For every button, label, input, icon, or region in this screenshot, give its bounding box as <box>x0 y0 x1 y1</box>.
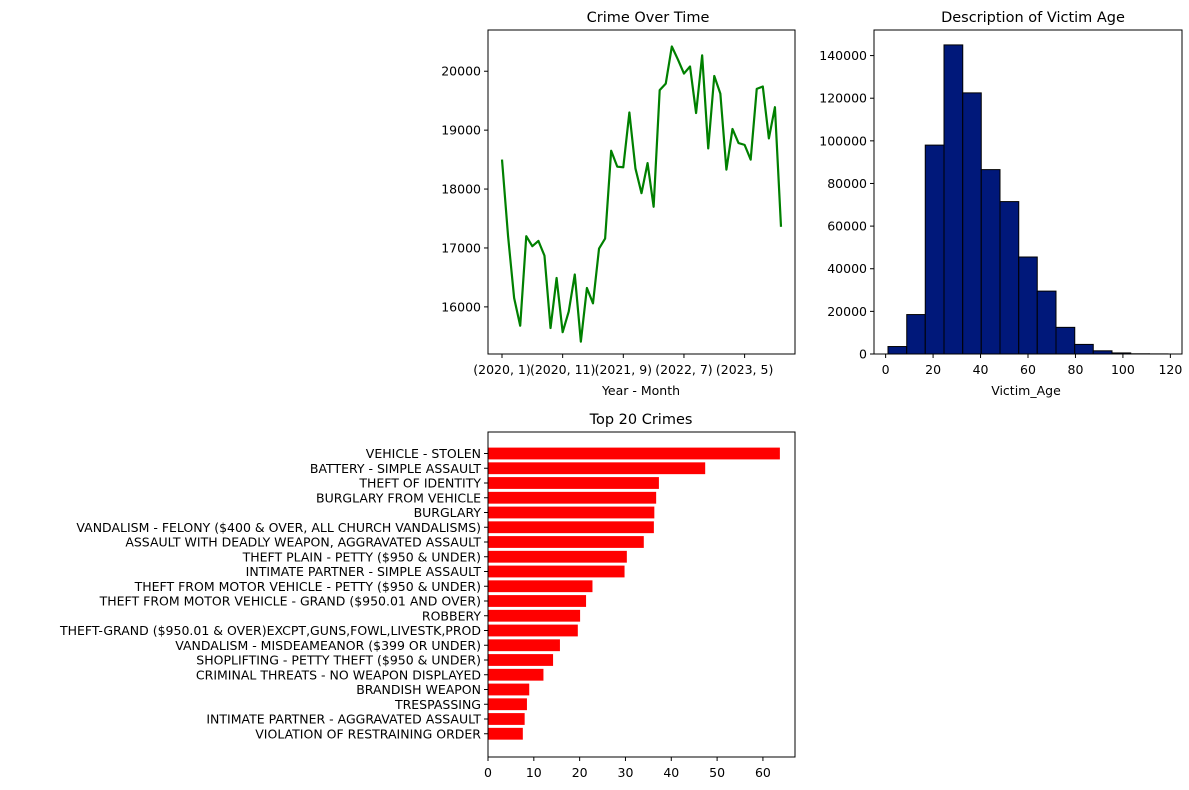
y-tick-label: 17000 <box>441 240 481 255</box>
category-label: BATTERY - SIMPLE ASSAULT <box>310 461 481 476</box>
y-tick-label: 60000 <box>827 219 867 234</box>
y-tick-label: 20000 <box>827 304 867 319</box>
x-tick-label: 20 <box>925 362 941 377</box>
histogram-bar <box>1018 256 1038 355</box>
bar <box>488 713 525 725</box>
histogram-bar <box>980 169 1001 355</box>
category-label: BURGLARY FROM VEHICLE <box>316 490 481 505</box>
category-label: VANDALISM - MISDEAMEANOR ($399 OR UNDER) <box>175 638 481 653</box>
category-label: BRANDISH WEAPON <box>356 682 481 697</box>
histogram-bar <box>887 346 908 355</box>
category-label: THEFT-GRAND ($950.01 & OVER)EXCPT,GUNS,F… <box>59 623 481 638</box>
bar <box>488 595 587 607</box>
x-tick-label: 100 <box>1111 362 1135 377</box>
x-tick-label: 10 <box>526 765 542 780</box>
histogram-bar <box>1074 343 1094 355</box>
x-tick-label: 50 <box>709 765 725 780</box>
chart-title: Description of Victim Age <box>941 10 1125 26</box>
x-tick-label: 0 <box>882 362 890 377</box>
plot-frame <box>487 431 796 758</box>
histogram-bar <box>924 144 945 355</box>
histogram-bar <box>906 314 926 355</box>
x-tick-label: 0 <box>484 765 492 780</box>
category-label: VIOLATION OF RESTRAINING ORDER <box>255 726 481 741</box>
x-tick-label: (2022, 7) <box>655 362 712 377</box>
bar <box>488 536 644 548</box>
y-tick-label: 20000 <box>441 64 481 79</box>
chart-title: Top 20 Crimes <box>589 412 693 428</box>
x-tick-label: (2020, 1) <box>473 362 530 377</box>
y-tick-label: 100000 <box>819 133 867 148</box>
category-label: THEFT PLAIN - PETTY ($950 & UNDER) <box>242 549 481 564</box>
y-tick-label: 0 <box>859 347 867 362</box>
category-label: THEFT OF IDENTITY <box>358 476 481 491</box>
x-tick-label: 30 <box>618 765 634 780</box>
bar <box>488 521 654 534</box>
category-label: ROBBERY <box>422 608 481 623</box>
x-tick-label: (2023, 5) <box>716 362 773 377</box>
y-tick-label: 140000 <box>819 48 867 63</box>
y-tick-label: 40000 <box>827 261 867 276</box>
category-label: THEFT FROM MOTOR VEHICLE - PETTY ($950 &… <box>134 579 481 594</box>
plot-area: 16000 17000 18000 19000 20000 (2020, 1) (2020,… <box>441 29 796 377</box>
category-label: CRIMINAL THREATS - NO WEAPON DISPLAYED <box>196 667 481 682</box>
bar <box>488 639 560 652</box>
x-tick-label: (2021, 9) <box>595 362 652 377</box>
chart-victim-age: Description of Victim Age 02000040000600… <box>819 10 1183 398</box>
bar <box>488 683 530 696</box>
y-tick-label: 120000 <box>819 91 867 106</box>
x-tick-label: 60 <box>1020 362 1036 377</box>
x-axis-label: Victim_Age <box>991 383 1061 398</box>
y-tick-label: 19000 <box>441 123 481 138</box>
bar <box>488 550 627 563</box>
x-tick-label: 80 <box>1068 362 1084 377</box>
category-label: VANDALISM - FELONY ($400 & OVER, ALL CHU… <box>76 520 481 535</box>
x-axis-label: Year - Month <box>601 383 680 398</box>
histogram-bar <box>1036 290 1057 355</box>
chart-title: Crime Over Time <box>587 10 710 26</box>
chart-crime-over-time: Crime Over Time 16000 17000 18000 19000 2000… <box>441 10 796 398</box>
bar <box>488 447 780 460</box>
bar <box>488 668 544 681</box>
bar <box>488 727 523 740</box>
category-label: BURGLARY <box>414 505 482 520</box>
category-label: TRESPASSING <box>394 697 481 712</box>
category-label: SHOPLIFTING - PETTY THEFT ($950 & UNDER) <box>196 653 481 668</box>
histogram-bar <box>943 44 964 355</box>
x-tick-label: (2020, 11) <box>530 362 595 377</box>
x-tick-label: 20 <box>572 765 588 780</box>
plot-frame <box>873 29 1183 355</box>
x-tick-label: 60 <box>755 765 771 780</box>
y-tick-label: 18000 <box>441 182 481 197</box>
y-tick-label: 80000 <box>827 176 867 191</box>
plot-area: 0 20000 40000 60000 80000 100000 120000 140000 0… <box>819 29 1183 377</box>
category-label: INTIMATE PARTNER - AGGRAVATED ASSAULT <box>206 712 481 727</box>
x-tick-label: 40 <box>663 765 679 780</box>
bar <box>488 609 581 622</box>
category-label: ASSAULT WITH DEADLY WEAPON, AGGRAVATED A… <box>125 535 481 550</box>
x-tick-label: 40 <box>973 362 989 377</box>
histogram-bar <box>999 201 1020 355</box>
category-label: VEHICLE - STOLEN <box>366 446 481 461</box>
line-series <box>500 45 783 343</box>
histogram-bar <box>962 92 982 355</box>
bar <box>488 565 625 578</box>
x-tick-label: 120 <box>1158 362 1182 377</box>
bar <box>488 506 655 519</box>
bar <box>488 698 527 711</box>
histogram-bar <box>1055 326 1076 355</box>
category-label: INTIMATE PARTNER - SIMPLE ASSAULT <box>246 564 482 579</box>
bar <box>488 477 659 489</box>
bar <box>488 491 657 504</box>
plot-frame <box>487 29 796 355</box>
bar <box>488 654 554 666</box>
bar <box>488 624 578 637</box>
bar <box>488 462 706 475</box>
y-tick-label: 16000 <box>441 299 481 314</box>
category-label: THEFT FROM MOTOR VEHICLE - GRAND ($950.0… <box>99 594 481 609</box>
bar <box>488 580 593 593</box>
